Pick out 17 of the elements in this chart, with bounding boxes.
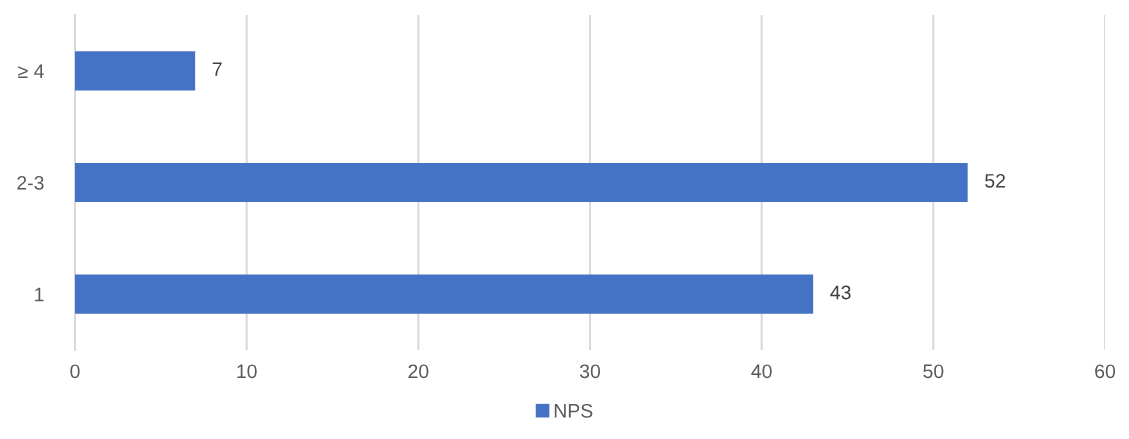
bar <box>75 274 814 314</box>
bar <box>75 51 196 91</box>
x-tick-label: 50 <box>923 364 944 379</box>
y-tick-label: 1 <box>35 287 44 302</box>
data-label: 43 <box>830 285 851 300</box>
y-tick-label: ≥ 4 <box>18 64 44 78</box>
legend-label: NPS <box>554 403 593 418</box>
x-tick-label: 20 <box>408 364 429 379</box>
data-label: 52 <box>985 173 1005 188</box>
x-tick-label: 40 <box>751 364 772 379</box>
data-label: 7 <box>212 62 222 76</box>
bar <box>75 162 968 203</box>
x-tick-label: 60 <box>1095 364 1116 379</box>
x-tick-label: 30 <box>579 364 601 379</box>
x-tick-label: 0 <box>70 364 80 379</box>
y-tick-label: 2-3 <box>17 175 44 190</box>
x-tick-label: 10 <box>237 364 257 379</box>
